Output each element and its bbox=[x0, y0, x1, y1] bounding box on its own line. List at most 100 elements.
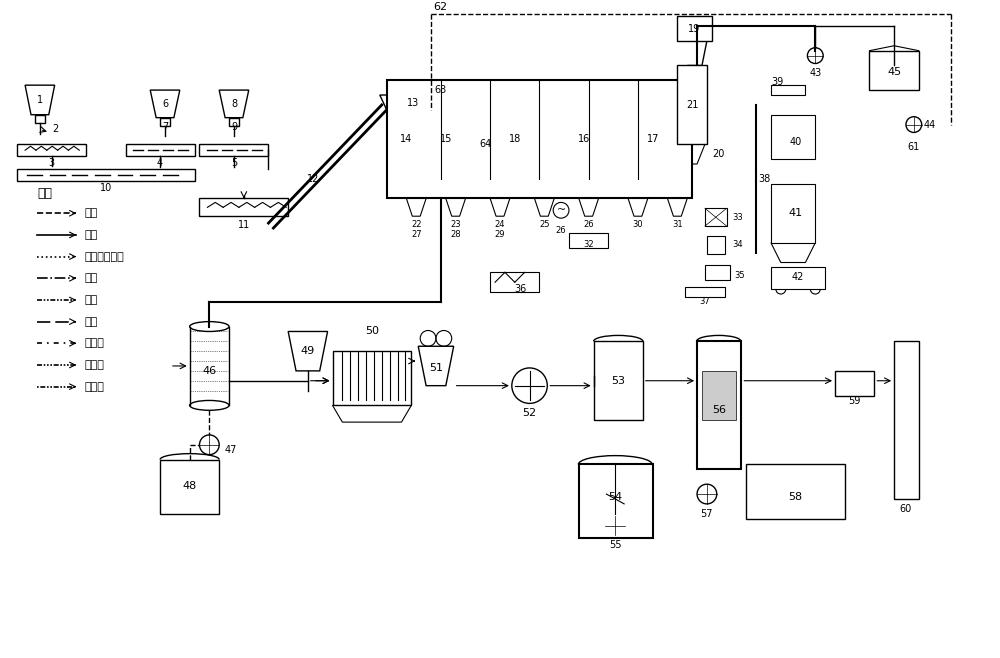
Text: 55: 55 bbox=[609, 540, 622, 550]
Text: 1: 1 bbox=[37, 95, 43, 105]
Bar bbox=[490, 272, 539, 292]
Text: 36: 36 bbox=[515, 284, 527, 294]
Bar bbox=[160, 459, 219, 514]
Text: 14: 14 bbox=[400, 134, 413, 144]
Text: 49: 49 bbox=[301, 346, 315, 356]
Text: 26: 26 bbox=[556, 226, 566, 235]
Bar bbox=[677, 65, 707, 144]
Text: 26: 26 bbox=[583, 220, 594, 229]
Bar bbox=[35, 114, 45, 122]
Text: 47: 47 bbox=[224, 445, 237, 455]
Text: 空气: 空气 bbox=[84, 295, 97, 305]
Text: 15: 15 bbox=[440, 134, 452, 144]
Text: 10: 10 bbox=[100, 183, 112, 193]
Text: 22: 22 bbox=[411, 220, 422, 229]
Text: 24: 24 bbox=[495, 220, 505, 229]
Text: 4: 4 bbox=[157, 158, 163, 168]
Text: 56: 56 bbox=[712, 405, 726, 415]
Bar bbox=[771, 267, 825, 289]
Text: 图例: 图例 bbox=[37, 187, 52, 200]
Text: 28: 28 bbox=[450, 230, 461, 239]
Text: 9: 9 bbox=[231, 122, 237, 132]
Text: 7: 7 bbox=[162, 122, 168, 132]
Text: 63: 63 bbox=[435, 85, 447, 95]
Text: 2: 2 bbox=[53, 124, 59, 134]
Bar bbox=[387, 80, 692, 199]
Text: 17: 17 bbox=[647, 134, 659, 144]
Text: 64: 64 bbox=[479, 139, 491, 149]
Text: 52: 52 bbox=[522, 409, 537, 418]
Text: 61: 61 bbox=[908, 142, 920, 152]
Bar bbox=[17, 169, 195, 181]
Text: 40: 40 bbox=[789, 138, 802, 147]
Text: 25: 25 bbox=[539, 220, 550, 229]
Text: 41: 41 bbox=[789, 208, 803, 218]
Bar bbox=[229, 118, 239, 126]
Text: 19: 19 bbox=[688, 24, 700, 34]
Text: 44: 44 bbox=[924, 120, 936, 130]
Bar bbox=[894, 342, 919, 499]
Text: 58: 58 bbox=[789, 492, 803, 502]
Text: 13: 13 bbox=[407, 98, 420, 108]
Text: 脱硫剂: 脱硫剂 bbox=[84, 382, 104, 392]
Text: 48: 48 bbox=[183, 481, 197, 491]
Text: 21: 21 bbox=[686, 100, 698, 110]
Text: 46: 46 bbox=[202, 366, 216, 376]
Bar bbox=[677, 16, 712, 41]
Text: 32: 32 bbox=[583, 240, 594, 249]
Text: 29: 29 bbox=[495, 230, 505, 239]
Bar bbox=[835, 371, 874, 395]
Bar bbox=[569, 233, 608, 247]
Text: 6: 6 bbox=[162, 99, 168, 109]
Text: 34: 34 bbox=[733, 240, 743, 249]
Text: 燃气: 燃气 bbox=[84, 273, 97, 284]
Text: 急冷水: 急冷水 bbox=[84, 338, 104, 348]
Bar bbox=[685, 287, 725, 297]
Bar bbox=[705, 209, 727, 226]
Text: 27: 27 bbox=[411, 230, 422, 239]
Text: 3: 3 bbox=[49, 158, 55, 168]
Text: 20: 20 bbox=[712, 149, 724, 159]
Text: 18: 18 bbox=[509, 134, 521, 144]
Text: ~: ~ bbox=[556, 205, 566, 215]
Text: 8: 8 bbox=[231, 99, 237, 109]
Text: 33: 33 bbox=[733, 213, 743, 222]
Bar bbox=[199, 199, 288, 216]
Bar bbox=[17, 144, 86, 156]
Bar bbox=[160, 118, 170, 126]
Text: 42: 42 bbox=[791, 272, 804, 282]
Bar bbox=[746, 465, 845, 519]
Text: 11: 11 bbox=[238, 220, 250, 230]
Text: 53: 53 bbox=[611, 376, 625, 386]
Text: 30: 30 bbox=[633, 220, 643, 229]
Bar bbox=[771, 85, 805, 95]
Text: 残渣（辅料）: 残渣（辅料） bbox=[84, 251, 124, 262]
Bar bbox=[771, 114, 815, 159]
Text: 59: 59 bbox=[849, 395, 861, 405]
Text: 39: 39 bbox=[771, 77, 783, 88]
Text: 5: 5 bbox=[231, 158, 237, 168]
Bar bbox=[594, 342, 643, 420]
Text: 23: 23 bbox=[450, 220, 461, 229]
Bar bbox=[333, 351, 411, 405]
Text: 31: 31 bbox=[672, 220, 683, 229]
Text: 烟气: 烟气 bbox=[84, 230, 97, 240]
Text: 原料: 原料 bbox=[84, 208, 97, 218]
Bar bbox=[697, 342, 741, 469]
Text: 脱硝剂: 脱硝剂 bbox=[84, 360, 104, 370]
Text: 37: 37 bbox=[700, 297, 710, 306]
Text: 60: 60 bbox=[900, 504, 912, 514]
Bar bbox=[702, 371, 736, 420]
Bar bbox=[705, 265, 730, 280]
Text: 35: 35 bbox=[734, 271, 745, 280]
Bar bbox=[771, 184, 815, 243]
Bar bbox=[199, 144, 268, 156]
Text: 12: 12 bbox=[307, 174, 319, 184]
Bar bbox=[707, 236, 725, 253]
Text: 51: 51 bbox=[429, 363, 443, 373]
Text: 43: 43 bbox=[809, 68, 821, 78]
Text: 45: 45 bbox=[887, 67, 901, 78]
Bar bbox=[126, 144, 195, 156]
Bar bbox=[579, 465, 653, 538]
Text: 57: 57 bbox=[701, 509, 713, 519]
